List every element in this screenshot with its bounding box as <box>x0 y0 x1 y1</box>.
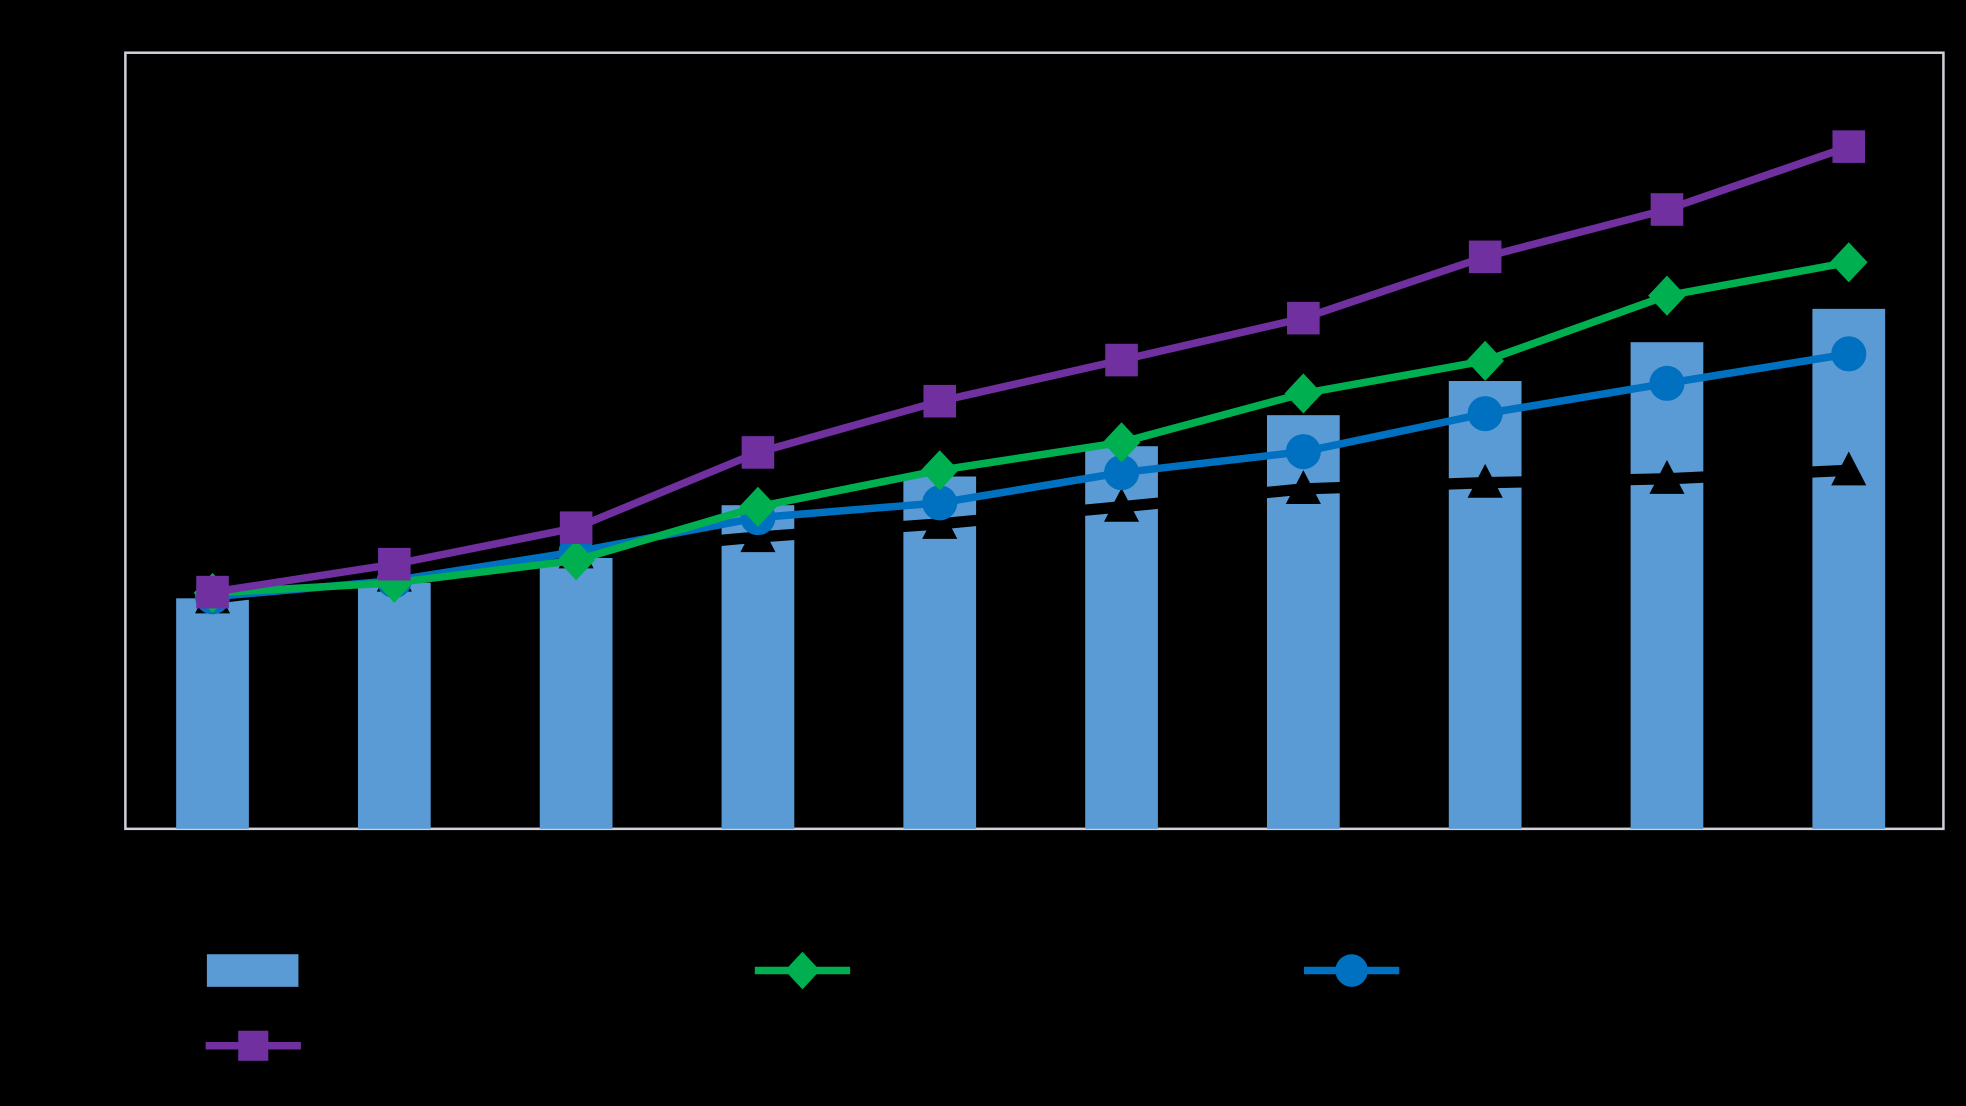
data-point-square <box>559 511 593 545</box>
data-point-square <box>1287 301 1320 335</box>
data-point-square <box>1105 343 1138 377</box>
data-point-diamond <box>739 486 777 527</box>
data-point-square <box>1650 193 1684 226</box>
bar <box>357 582 431 829</box>
data-point-square <box>1468 240 1502 274</box>
legend-swatch-square <box>205 1030 301 1061</box>
series-line <box>212 350 1850 601</box>
data-point-circle <box>1649 365 1685 401</box>
data-point-diamond <box>784 951 821 990</box>
plot-area-frame <box>124 51 1945 831</box>
legend-swatch-triangle <box>1833 952 1929 985</box>
bar <box>721 505 795 829</box>
legend-swatch-circle <box>1303 954 1400 987</box>
series-line <box>211 143 1850 596</box>
bar <box>1630 342 1704 829</box>
data-point-square <box>196 575 229 609</box>
data-point-triangle <box>1285 470 1321 504</box>
data-point-triangle <box>1649 460 1685 494</box>
data-point-circle <box>1467 396 1503 432</box>
data-point-triangle <box>922 505 958 539</box>
bar <box>1448 381 1522 829</box>
data-point-diamond <box>1102 422 1141 463</box>
data-point-circle <box>1831 336 1867 372</box>
data-point-triangle <box>1103 487 1140 522</box>
data-point-diamond <box>557 540 595 581</box>
bar <box>539 557 613 829</box>
data-point-diamond <box>920 450 959 491</box>
data-point-square <box>378 547 411 581</box>
data-point-diamond <box>1466 340 1504 381</box>
legend-swatch-diamond <box>754 951 851 990</box>
data-point-circle <box>1285 434 1321 470</box>
legend-swatch-bars <box>206 954 299 987</box>
line-series-square <box>196 130 1866 609</box>
data-point-diamond <box>1284 373 1323 414</box>
data-point-square <box>1832 130 1866 163</box>
bar <box>176 598 249 829</box>
line-series-group <box>193 130 1868 615</box>
data-point-circle <box>1335 954 1368 987</box>
legend <box>205 951 1929 1061</box>
data-point-triangle <box>1467 463 1503 498</box>
data-point-square <box>238 1030 269 1061</box>
data-point-triangle <box>1831 451 1867 486</box>
data-point-circle <box>922 485 958 521</box>
series-line <box>212 258 1850 597</box>
data-point-square <box>741 436 775 469</box>
bar <box>1812 308 1886 829</box>
data-point-triangle <box>1864 952 1898 985</box>
data-point-square <box>923 384 957 418</box>
data-point-circle <box>1103 455 1140 491</box>
